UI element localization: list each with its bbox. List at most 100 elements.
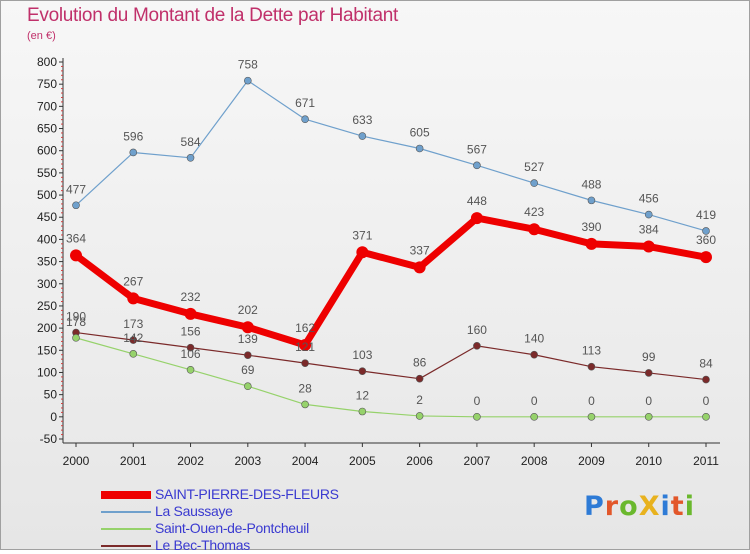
- data-point-saint-pierre-des-fleurs: [470, 212, 483, 225]
- data-label-saint-ouen-de-pontcheuil: 0: [703, 394, 710, 408]
- data-label-le-bec-thomas: 160: [467, 323, 487, 337]
- series-line-le-bec-thomas: [75, 331, 707, 381]
- y-tick-label: 700: [37, 99, 57, 113]
- x-tick-label: 2010: [635, 454, 662, 468]
- data-point-le-bec-thomas: [415, 374, 424, 383]
- data-point-saint-ouen-de-pontcheuil: [587, 413, 596, 421]
- data-label-saint-pierre-des-fleurs: 384: [639, 223, 659, 237]
- data-label-la-saussaye: 527: [524, 160, 544, 174]
- data-point-la-saussaye: [473, 161, 481, 170]
- data-point-saint-ouen-de-pontcheuil: [473, 413, 481, 421]
- logo-letter: r: [604, 491, 620, 522]
- data-label-la-saussaye: 596: [123, 129, 143, 143]
- legend-label: SAINT-PIERRE-DES-FLEURS: [155, 486, 339, 502]
- logo-letter: i: [684, 491, 695, 522]
- data-label-saint-ouen-de-pontcheuil: 28: [298, 381, 312, 395]
- data-label-saint-ouen-de-pontcheuil: 0: [474, 394, 481, 408]
- proxiti-logo: ProXiti: [584, 491, 695, 522]
- logo-letter: P: [584, 491, 605, 522]
- data-label-saint-pierre-des-fleurs: 337: [410, 243, 430, 257]
- data-label-saint-pierre-des-fleurs: 448: [467, 194, 487, 208]
- data-label-saint-pierre-des-fleurs: 423: [524, 205, 544, 219]
- data-point-saint-ouen-de-pontcheuil: [358, 407, 367, 416]
- data-point-la-saussaye: [587, 196, 596, 205]
- data-label-saint-ouen-de-pontcheuil: 2: [416, 393, 423, 407]
- data-point-le-bec-thomas: [587, 362, 596, 371]
- data-point-saint-pierre-des-fleurs: [413, 261, 426, 274]
- data-label-le-bec-thomas: 84: [699, 357, 713, 371]
- data-point-la-saussaye: [415, 144, 424, 153]
- x-tick-label: 2000: [63, 454, 90, 468]
- y-tick-label: 350: [37, 255, 57, 269]
- legend-swatch: [101, 545, 151, 547]
- data-label-saint-ouen-de-pontcheuil: 106: [181, 347, 201, 361]
- data-label-le-bec-thomas: 156: [181, 325, 201, 339]
- data-label-saint-ouen-de-pontcheuil: 69: [241, 363, 255, 377]
- data-point-saint-pierre-des-fleurs: [127, 292, 140, 305]
- data-point-saint-pierre-des-fleurs: [528, 223, 541, 236]
- series-line-la-saussaye: [75, 80, 707, 232]
- data-label-saint-pierre-des-fleurs: 162: [295, 321, 315, 335]
- x-tick-label: 2011: [693, 454, 719, 468]
- data-label-le-bec-thomas: 139: [238, 332, 258, 346]
- x-tick-label: 2008: [521, 454, 548, 468]
- logo-letter: o: [619, 491, 639, 522]
- legend-swatch: [101, 511, 151, 513]
- y-tick-label: -50: [40, 432, 58, 446]
- x-tick-label: 2006: [406, 454, 433, 468]
- data-point-saint-ouen-de-pontcheuil: [129, 350, 138, 358]
- x-tick-label: 2005: [349, 454, 376, 468]
- logo-letter: i: [660, 491, 671, 522]
- data-label-le-bec-thomas: 121: [295, 340, 315, 354]
- legend-label: La Saussaye: [155, 503, 233, 519]
- data-point-le-bec-thomas: [473, 342, 481, 350]
- series-line-saint-pierre-des-fleurs: [73, 214, 707, 349]
- data-label-saint-ouen-de-pontcheuil: 142: [123, 331, 143, 345]
- legend-swatch: [101, 491, 151, 499]
- data-point-saint-ouen-de-pontcheuil: [244, 382, 252, 391]
- y-tick-label: 300: [37, 277, 57, 291]
- y-tick-label: 450: [37, 210, 57, 224]
- data-label-la-saussaye: 633: [352, 113, 372, 127]
- data-label-la-saussaye: 584: [181, 135, 201, 149]
- y-tick-label: 500: [37, 188, 57, 202]
- data-point-le-bec-thomas: [129, 336, 138, 344]
- y-tick-label: 100: [37, 365, 57, 379]
- data-label-saint-ouen-de-pontcheuil: 0: [531, 394, 538, 408]
- data-point-la-saussaye: [644, 210, 653, 219]
- x-tick-label: 2007: [464, 454, 491, 468]
- data-point-saint-ouen-de-pontcheuil: [530, 413, 538, 421]
- data-label-saint-pierre-des-fleurs: 202: [238, 303, 258, 317]
- y-tick-label: 600: [37, 144, 57, 158]
- data-point-la-saussaye: [244, 76, 252, 85]
- legend-item-la-saussaye: La Saussaye: [101, 503, 401, 520]
- legend-item-saint-ouen-de-pontcheuil: Saint-Ouen-de-Pontcheuil: [101, 520, 401, 537]
- chart-subtitle: (en €): [27, 30, 56, 42]
- data-label-saint-pierre-des-fleurs: 390: [581, 220, 601, 234]
- y-tick-label: 800: [37, 55, 57, 69]
- data-label-saint-ouen-de-pontcheuil: 178: [66, 315, 86, 329]
- data-label-la-saussaye: 671: [295, 96, 315, 110]
- data-label-la-saussaye: 477: [66, 182, 86, 196]
- data-label-saint-pierre-des-fleurs: 232: [181, 290, 201, 304]
- data-label-le-bec-thomas: 140: [524, 332, 544, 346]
- data-point-saint-ouen-de-pontcheuil: [301, 400, 309, 409]
- y-tick-label: 750: [37, 77, 57, 91]
- data-label-saint-ouen-de-pontcheuil: 0: [588, 394, 595, 408]
- data-label-la-saussaye: 567: [467, 142, 487, 156]
- data-point-la-saussaye: [72, 201, 80, 210]
- y-tick-label: 650: [37, 122, 57, 136]
- data-point-le-bec-thomas: [244, 351, 252, 359]
- legend-label: Le Bec-Thomas: [155, 537, 250, 553]
- data-label-la-saussaye: 419: [696, 208, 716, 222]
- data-label-saint-ouen-de-pontcheuil: 0: [645, 394, 652, 408]
- data-point-la-saussaye: [702, 227, 710, 235]
- legend-item-le-bec-thomas: Le Bec-Thomas: [101, 537, 401, 554]
- data-label-la-saussaye: 758: [238, 58, 258, 72]
- data-point-saint-pierre-des-fleurs: [184, 307, 197, 320]
- data-point-le-bec-thomas: [358, 367, 367, 375]
- data-label-le-bec-thomas: 86: [413, 356, 427, 370]
- data-label-la-saussaye: 488: [581, 177, 601, 191]
